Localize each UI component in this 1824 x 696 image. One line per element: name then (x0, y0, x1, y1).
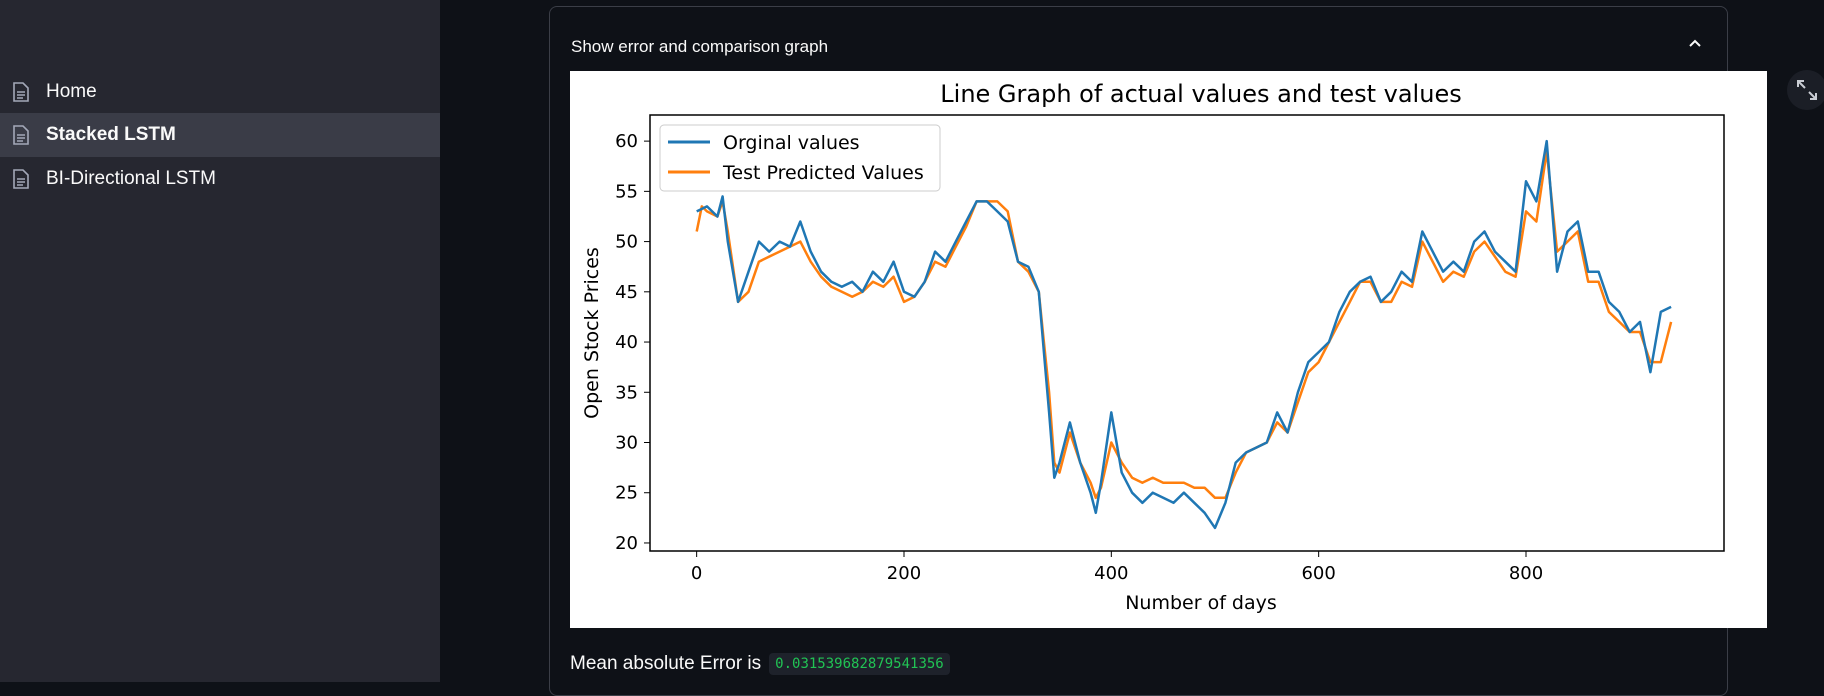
y-tick-label: 45 (615, 282, 638, 303)
y-tick-label: 50 (615, 232, 638, 253)
mae-label: Mean absolute Error is (570, 653, 762, 674)
sidebar-item-stacked-lstm[interactable]: Stacked LSTM (0, 113, 440, 157)
x-axis-label: Number of days (1125, 592, 1277, 614)
legend-label-original: Orginal values (723, 132, 860, 154)
x-tick-label: 800 (1509, 563, 1543, 584)
legend-label-predicted: Test Predicted Values (722, 162, 924, 184)
sidebar-item-label: Home (46, 81, 97, 102)
chart-svg: Line Graph of actual values and test val… (581, 80, 1725, 614)
series-line-predicted (695, 149, 1673, 500)
x-tick-label: 200 (887, 563, 921, 584)
sidebar-item-label: BI-Directional LSTM (46, 168, 216, 189)
y-tick-label: 20 (615, 533, 638, 554)
chart-legend: Orginal values Test Predicted Values (659, 124, 941, 192)
chart-title: Line Graph of actual values and test val… (940, 80, 1461, 108)
sidebar-item-bi-directional-lstm[interactable]: BI-Directional LSTM (0, 157, 440, 201)
mae-value: 0.031539682879541356 (769, 653, 950, 675)
page-icon (13, 169, 29, 189)
y-tick-label: 25 (615, 483, 638, 504)
main-content: Show error and comparison graph Line Gra… (440, 0, 1824, 696)
mean-absolute-error: Mean absolute Error is 0.031539682879541… (570, 653, 950, 675)
y-axis-label: Open Stock Prices (581, 247, 603, 419)
y-tick-label: 60 (615, 131, 638, 152)
series-line-original (696, 139, 1672, 530)
comparison-expander: Show error and comparison graph Line Gra… (549, 6, 1767, 696)
sidebar-item-home[interactable]: Home (0, 70, 440, 114)
page-icon (13, 82, 29, 102)
expander-title: Show error and comparison graph (571, 37, 829, 56)
y-tick-label: 30 (615, 433, 638, 454)
plot-frame (649, 114, 1725, 552)
line-chart: Line Graph of actual values and test val… (570, 71, 1767, 628)
expand-icon[interactable] (1787, 70, 1824, 110)
x-tick-label: 400 (1094, 563, 1128, 584)
chevron-up-icon[interactable] (1685, 33, 1705, 53)
page-icon (13, 125, 29, 145)
expander-header[interactable]: Show error and comparison graph (550, 7, 1727, 73)
sidebar-item-label: Stacked LSTM (46, 124, 176, 145)
x-tick-label: 0 (691, 563, 702, 584)
y-tick-label: 35 (615, 382, 638, 403)
sidebar: Home Stacked LSTM BI-Directional LSTM (0, 0, 440, 682)
y-tick-label: 40 (615, 332, 638, 353)
x-tick-label: 600 (1301, 563, 1335, 584)
y-tick-label: 55 (615, 181, 638, 202)
